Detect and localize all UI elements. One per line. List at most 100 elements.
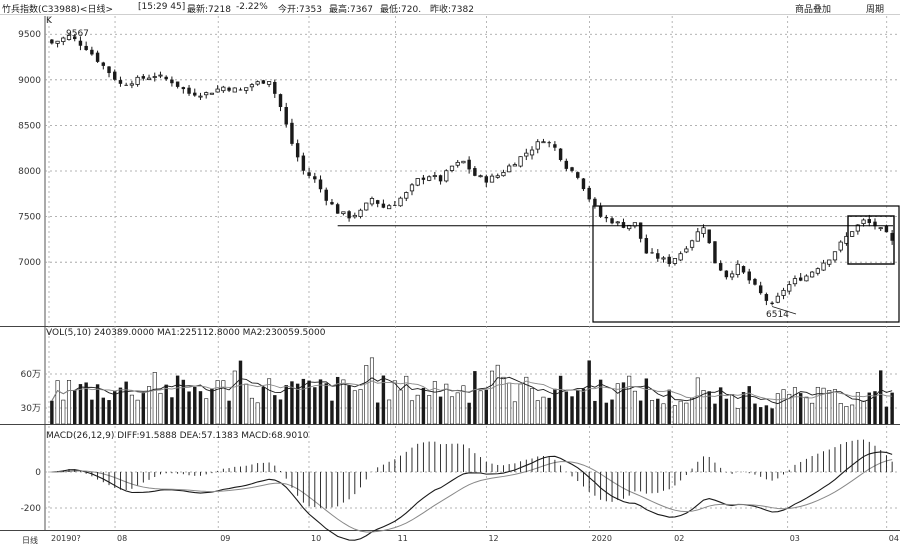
candlestick-chart: 9500 9000 8500 8000 7500 7000 60万 30万 0 -200 2019… [0,16,900,545]
volume-bar [764,405,769,424]
macd-diff-line [51,451,893,541]
volume-bar [278,399,283,424]
macd-bars [57,439,893,509]
volume-bar [392,380,397,425]
candle-up [518,156,523,167]
prev-close-price: 昨收:7382 [430,5,474,15]
volume-bar [621,382,626,424]
candle-down [644,238,649,254]
volume-bar [484,389,489,424]
volume-bar [798,393,803,424]
candle-down [181,87,186,90]
candle-up [729,273,735,278]
candle-down [107,66,111,74]
candle-up [432,175,437,177]
volume-bar [158,392,163,425]
candle-down [273,81,277,94]
candle-up [409,184,415,192]
volume-bar [627,375,632,425]
volume-bar [307,380,311,424]
candle-down [667,256,671,264]
volume-bar [730,394,735,425]
candle-down [770,302,774,305]
candle-up [221,86,226,92]
candle-down [113,71,117,80]
y-axis-labels: 9500 9000 8500 8000 7500 7000 60万 30万 0 -200 [18,30,41,514]
highlight-box-small [847,215,895,265]
candle-up [678,253,683,261]
candle-down [873,221,877,227]
volume-bar [512,401,517,425]
volume-bar [113,391,117,424]
volume-bar [661,403,666,425]
candle-down [467,159,471,170]
candle-up [352,214,357,218]
x-tick-label: 08 [117,534,127,543]
volume-bar [741,392,746,424]
volume-bar [301,378,306,424]
candle-down [621,222,626,228]
volume-bar [284,385,288,424]
macd-dea-line [51,459,893,533]
candle-down [718,263,723,271]
volume-bar [678,400,683,425]
volume-bar [867,392,871,424]
period-button[interactable]: 周期 [866,5,885,15]
candle-down [604,217,609,219]
x-tick-label: 11 [398,534,408,543]
candle-up [507,165,512,173]
volume-bar [650,400,655,425]
volume-bar [558,375,563,424]
volume-bar [718,387,723,424]
volume-bar [175,375,180,424]
volume-bar [330,400,334,424]
volume-bar [501,376,506,425]
volume-bar [227,400,231,424]
x-tick-label: 12 [488,534,498,543]
volume-bar [141,392,146,424]
candle-down [593,198,597,206]
volume-bar [707,391,711,424]
candle-up [672,258,678,264]
volume-bar [90,399,94,424]
price-panel-label: K [46,16,53,26]
volume-bar [547,397,551,424]
volume-bar [461,385,466,425]
volume-bar [735,408,740,425]
candle-up [524,152,529,157]
volume-bar [267,378,272,425]
candle-down [393,204,397,206]
candle-up [495,175,500,178]
volume-bar [129,394,134,425]
candle-up [444,170,449,182]
volume-bar [50,400,54,424]
volume-bar [553,388,557,424]
candle-up [838,241,843,251]
volume-bar [181,379,186,424]
candle-up [695,231,700,242]
volume-bar [781,389,786,425]
volume-bar [244,383,249,425]
overlay-button[interactable]: 商品叠加 [795,5,832,15]
volume-bar [890,392,894,424]
low-price: 最低:720. [380,5,422,15]
price-candles [50,32,894,306]
volume-bar [204,398,209,425]
candle-down [758,285,763,294]
candle-down [295,143,300,158]
volume-bar [656,398,660,424]
volume-bar [775,393,780,425]
candle-down [553,144,557,148]
candle-up [512,164,517,167]
x-axis-labels: 20190? 08 09 10 11 12 2020 02 03 04 [51,534,899,543]
chart-header: 竹兵指数(C33988)<日线> [15:29 45] 最新:7218 -2.2… [0,0,900,15]
volume-bar [518,383,523,425]
candle-down [741,266,746,273]
volume-bar [78,384,83,424]
x-tick-label: 02 [674,534,684,543]
volume-bar [215,380,220,425]
volume-bar [324,383,328,424]
candle-down [193,92,197,96]
volume-bar [873,391,877,424]
candle-down [324,189,328,201]
